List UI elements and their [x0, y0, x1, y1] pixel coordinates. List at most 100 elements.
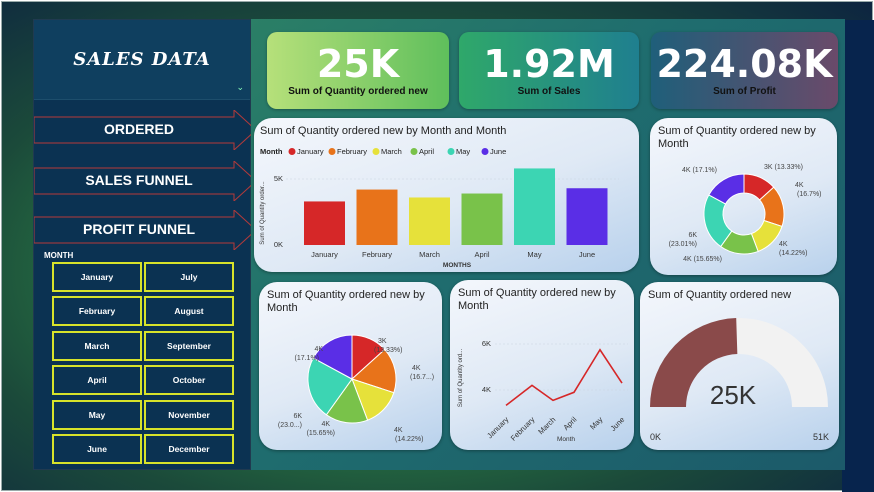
slice-may: [307, 357, 353, 416]
y-tick-label: 0K: [274, 240, 283, 249]
line-chart: 6K 4K Sum of Quantity ord... JanuaryFebruar…: [458, 339, 628, 443]
bar-january: [304, 201, 345, 245]
arrow-shape-icon: [34, 161, 257, 201]
legend-label-june: June: [490, 147, 506, 156]
arrow-shape-icon: [34, 110, 257, 150]
gauge-remaining: [736, 318, 828, 407]
kpi-card-sales: 1.92M Sum of Sales: [459, 32, 639, 109]
month-button-december[interactable]: December: [144, 434, 234, 464]
legend-label-february: February: [337, 147, 367, 156]
donut-chart-title: Sum of Quantity ordered new by Month: [658, 125, 816, 150]
kpi-quantity-value: 25K: [316, 42, 400, 86]
x-axis-label: Month: [557, 436, 575, 443]
y-tick-label: 5K: [274, 174, 283, 183]
legend-label-april: April: [419, 147, 434, 156]
gauge-card[interactable]: Sum of Quantity ordered new 25K 0K 51K: [640, 282, 839, 450]
month-button-february[interactable]: February: [52, 296, 142, 326]
bar-chart-card[interactable]: Sum of Quantity ordered new by Month and…: [254, 118, 639, 272]
x-tick-label: May: [588, 415, 605, 432]
bar-april: [461, 193, 503, 245]
month-button-may[interactable]: May: [52, 400, 142, 430]
pie-chart-card[interactable]: Sum of Quantity ordered new by Month 3K (…: [259, 282, 442, 450]
month-button-march[interactable]: March: [52, 331, 142, 361]
nav-profit-funnel-button[interactable]: PROFIT FUNNEL: [34, 210, 258, 250]
slice-label: (14.22%): [395, 436, 423, 443]
slice-label: 6K: [293, 413, 302, 420]
month-button-october[interactable]: October: [144, 365, 234, 395]
y-tick-label: 4K: [482, 385, 491, 394]
legend-marker-february: [328, 148, 336, 155]
month-button-november[interactable]: November: [144, 400, 234, 430]
legend-label-march: March: [381, 147, 402, 156]
month-slicer-header: MONTH: [44, 251, 74, 260]
slice-label: (17.1%): [294, 355, 319, 362]
chevron-down-icon[interactable]: ⌄: [236, 82, 244, 92]
slice-label: 3K (13.33%): [764, 164, 803, 171]
arrow-shape-icon: [34, 210, 257, 250]
legend-title: Month: [260, 147, 283, 156]
gauge-value: 25K: [710, 380, 757, 410]
legend-marker-march: [372, 148, 380, 155]
bar-march: [409, 197, 450, 245]
line-chart-card[interactable]: Sum of Quantity ordered new by Month 6K 4…: [450, 280, 634, 450]
bar-june: [566, 188, 608, 245]
gauge-fill: [650, 318, 738, 407]
slice-label: 4K: [412, 365, 421, 372]
right-edge-panel: [842, 20, 874, 492]
slice-label: 4K: [321, 421, 330, 428]
slice-label: (16.7...): [410, 374, 434, 381]
y-axis-label: Sum of Quantity ord...: [458, 348, 464, 407]
x-tick-label: January: [311, 250, 338, 259]
month-button-april[interactable]: April: [52, 365, 142, 395]
pie-chart: 3K (13.33%) 4K (16.7...) 4K (14.22%) 4K (15.65%…: [278, 334, 434, 443]
slice-label: 4K (15.65%): [683, 256, 722, 263]
slice-june: [312, 334, 353, 380]
x-tick-label: February: [362, 250, 392, 259]
page-title: SALES DATA: [73, 49, 211, 70]
kpi-profit-value: 224.08K: [656, 42, 833, 86]
kpi-sales-label: Sum of Sales: [517, 86, 581, 97]
legend-marker-june: [481, 148, 489, 155]
month-button-september[interactable]: September: [144, 331, 234, 361]
legend-marker-january: [288, 148, 296, 155]
gauge-max-label: 51K: [813, 432, 829, 442]
nav-ordered-button[interactable]: ORDERED: [34, 110, 258, 150]
nav-sales-funnel-button[interactable]: SALES FUNNEL: [34, 161, 258, 201]
month-button-july[interactable]: July: [144, 262, 234, 292]
line-series: [505, 348, 623, 407]
x-tick-label: March: [419, 250, 440, 259]
legend-marker-may: [447, 148, 455, 155]
x-tick-label: March: [536, 415, 557, 436]
donut-chart-card[interactable]: Sum of Quantity ordered new by Month 3K …: [650, 118, 837, 275]
slice-february: [351, 348, 397, 394]
x-tick-label: April: [561, 415, 578, 432]
slice-label: 6K: [688, 232, 697, 239]
nav-ordered-label: ORDERED: [103, 121, 174, 137]
x-tick-label: June: [609, 415, 627, 433]
y-tick-label: 6K: [482, 339, 491, 348]
x-tick-label: February: [509, 415, 537, 443]
slice-label: 4K: [394, 427, 403, 434]
legend-label-may: May: [456, 147, 470, 156]
slice-label: 3K: [378, 338, 387, 345]
kpi-sales-value: 1.92M: [483, 42, 615, 86]
x-axis-label: MONTHS: [443, 262, 472, 269]
x-tick-label: April: [474, 250, 489, 259]
slice-june: [708, 173, 745, 205]
kpi-card-profit: 224.08K Sum of Profit: [651, 32, 838, 109]
nav-sales-funnel-label: SALES FUNNEL: [85, 172, 193, 188]
kpi-quantity-label: Sum of Quantity ordered new: [288, 86, 428, 97]
donut-chart: 3K (13.33%) 4K (16.7%) 4K (14.22%) 4K (15.65%…: [669, 164, 822, 263]
line-chart-title: Sum of Quantity ordered new by Month: [458, 287, 616, 312]
month-button-august[interactable]: August: [144, 296, 234, 326]
slice-label: (23.01%): [669, 241, 697, 248]
gauge-chart: 25K 0K 51K: [650, 318, 829, 442]
month-button-june[interactable]: June: [52, 434, 142, 464]
x-tick-label: May: [527, 250, 541, 259]
month-button-january[interactable]: January: [52, 262, 142, 292]
legend-marker-april: [410, 148, 418, 155]
slice-label: 4K (17.1%): [682, 167, 717, 174]
slice-label: (16.7%): [797, 191, 822, 198]
slice-label: 4K: [314, 346, 323, 353]
bar-february: [356, 189, 398, 245]
